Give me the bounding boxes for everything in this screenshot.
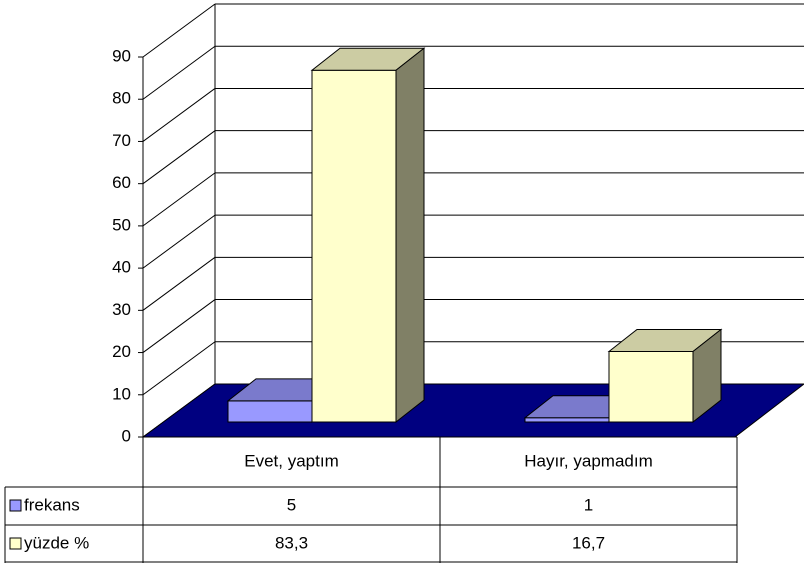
bar-side: [395, 47, 425, 424]
grid-line: [142, 214, 216, 269]
bar: [311, 69, 397, 423]
table-value: 83,3: [275, 533, 308, 552]
y-tick-label: 80: [112, 89, 131, 108]
y-tick-label: 60: [112, 173, 131, 192]
legend-label: yüzde %: [24, 533, 89, 552]
y-tick-label: 20: [112, 342, 131, 361]
grid-line: [142, 45, 216, 100]
grid-line: [142, 256, 216, 311]
y-tick-label: 50: [112, 215, 131, 234]
y-tick-label: 70: [112, 131, 131, 150]
grid-line: [142, 299, 216, 353]
grid-line: [142, 88, 216, 142]
y-tick-label: 40: [112, 258, 131, 277]
y-tick-label: 0: [122, 426, 131, 445]
grid-line: [142, 3, 216, 58]
grid-line: [142, 172, 216, 227]
bar-side: [692, 328, 722, 424]
grid-line: [142, 130, 216, 185]
legend-swatch: [9, 499, 22, 512]
x-tick-label: Evet, yaptım: [244, 451, 338, 470]
bar: [524, 417, 610, 423]
grid-line: [142, 341, 216, 396]
table-value: 16,7: [572, 533, 605, 552]
y-tick-label: 10: [112, 384, 131, 403]
legend-label: frekans: [24, 495, 80, 514]
x-tick-label: Hayır, yapmadım: [524, 451, 653, 470]
y-tick-label: 90: [112, 46, 131, 65]
legend-swatch: [9, 537, 22, 550]
bar: [608, 350, 694, 423]
table-value: 1: [584, 495, 593, 514]
bar: [227, 400, 313, 423]
table-value: 5: [287, 495, 296, 514]
y-tick-label: 30: [112, 300, 131, 319]
